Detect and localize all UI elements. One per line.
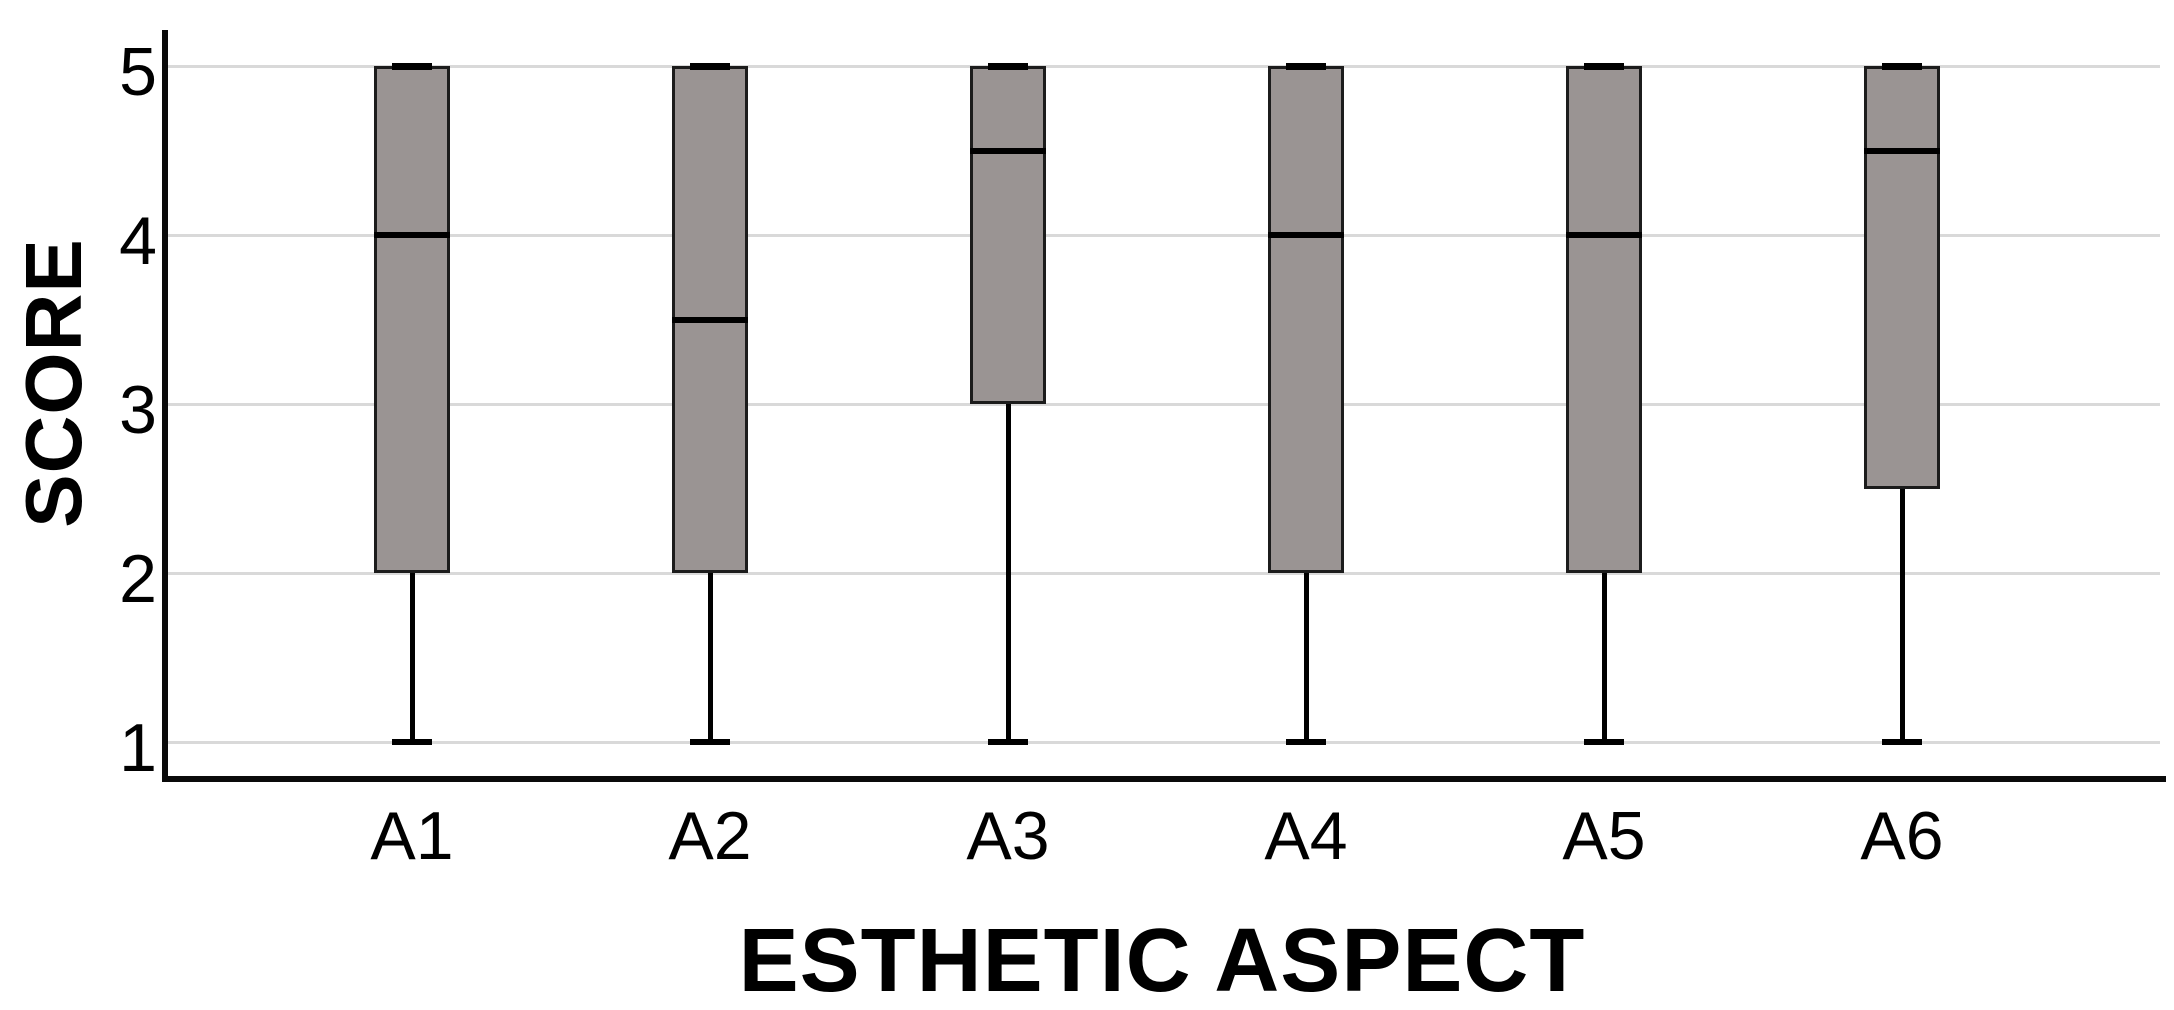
- boxplot-A1-box: [374, 66, 450, 573]
- boxplot-A1-upper-cap: [392, 63, 432, 70]
- boxplot-A1-median: [374, 232, 450, 238]
- boxplot-A5-upper-cap: [1584, 63, 1624, 70]
- boxplot-A4-lower-cap: [1286, 739, 1326, 745]
- boxplot-A1-lower-whisker: [410, 573, 415, 742]
- y-tick-label-3: 3: [119, 372, 157, 448]
- gridline-y-2: [165, 572, 2160, 575]
- boxplot-A2-lower-whisker: [708, 573, 713, 742]
- gridline-y-1: [165, 741, 2160, 744]
- boxplot-A6-lower-whisker: [1900, 488, 1905, 742]
- boxplot-A4-box: [1268, 66, 1344, 573]
- x-tick-label-A3: A3: [966, 798, 1050, 874]
- gridline-y-3: [165, 403, 2160, 406]
- boxplot-A1-lower-cap: [392, 739, 432, 745]
- boxplot-A6-upper-cap: [1882, 63, 1922, 70]
- boxplot-A2-upper-cap: [690, 63, 730, 70]
- boxplot-A6-box: [1864, 66, 1940, 489]
- boxplot-A5-lower-cap: [1584, 739, 1624, 745]
- boxplot-A4-median: [1268, 232, 1344, 238]
- x-tick-label-A4: A4: [1264, 798, 1348, 874]
- boxplot-A3-median: [970, 147, 1046, 154]
- boxplot-A5-lower-whisker: [1602, 573, 1607, 742]
- boxplot-A3-lower-cap: [988, 739, 1028, 745]
- x-tick-label-A5: A5: [1562, 798, 1646, 874]
- y-axis-line: [162, 30, 168, 782]
- gridline-y-5: [165, 65, 2160, 68]
- y-tick-label-5: 5: [119, 34, 157, 110]
- boxplot-A3-upper-cap: [988, 63, 1028, 70]
- boxplot-A5-box: [1566, 66, 1642, 573]
- boxplot-A6-lower-cap: [1882, 739, 1922, 745]
- boxplot-A3-lower-whisker: [1006, 404, 1011, 742]
- y-tick-label-4: 4: [119, 203, 157, 279]
- gridline-y-4: [165, 234, 2160, 237]
- boxplot-A6-median: [1864, 147, 1940, 154]
- boxplot-A3-box: [970, 66, 1046, 404]
- boxplot-A5-median: [1566, 232, 1642, 238]
- x-tick-label-A6: A6: [1860, 798, 1944, 874]
- boxplot-A2-median: [672, 316, 748, 323]
- x-tick-label-A2: A2: [668, 798, 752, 874]
- x-axis-title: ESTHETIC ASPECT: [738, 911, 1586, 1010]
- x-tick-label-A1: A1: [370, 798, 454, 874]
- boxplot-A4-upper-cap: [1286, 63, 1326, 70]
- y-tick-label-1: 1: [119, 710, 157, 786]
- x-axis-line: [162, 776, 2166, 782]
- y-tick-label-2: 2: [119, 541, 157, 617]
- boxplot-A2-lower-cap: [690, 739, 730, 745]
- boxplot-A4-lower-whisker: [1304, 573, 1309, 742]
